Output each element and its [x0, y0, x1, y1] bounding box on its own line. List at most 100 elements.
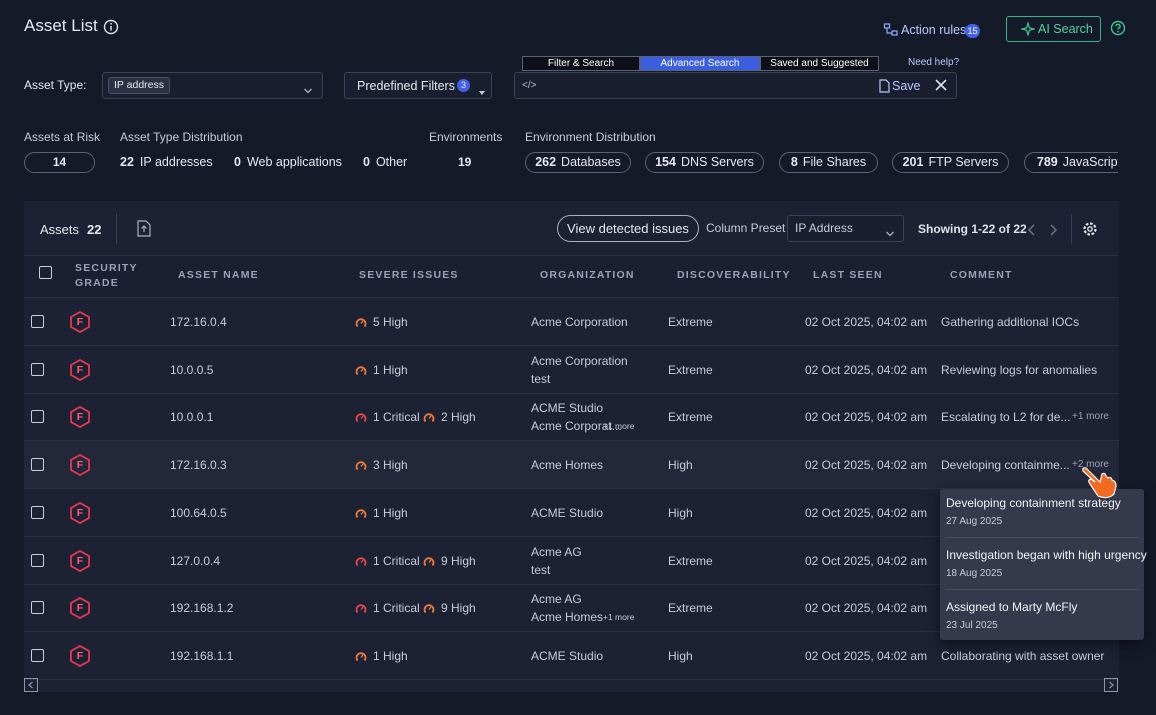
- issue-count: 1 High: [373, 362, 408, 378]
- type-item: 22IP addresses: [120, 154, 213, 170]
- save-icon: [878, 79, 890, 93]
- type-label: Other: [376, 155, 407, 169]
- environment-label: FTP Servers: [928, 155, 998, 169]
- info-icon[interactable]: [103, 19, 119, 35]
- environment-pill[interactable]: 154DNS Servers: [645, 152, 764, 173]
- asset-type-chip[interactable]: IP address: [108, 77, 170, 94]
- environment-pill[interactable]: 8File Shares: [779, 152, 878, 173]
- asset-name: 10.0.0.1: [170, 409, 213, 425]
- organization: Acme Homes: [531, 609, 603, 625]
- last-seen: 02 Oct 2025, 04:02 am: [805, 457, 927, 473]
- issue-count: 1 Critical: [373, 409, 420, 425]
- column-header[interactable]: SECURITY GRADE: [75, 261, 139, 291]
- organization: ACME Studio: [531, 648, 603, 664]
- issue-icon: [355, 507, 367, 519]
- organization: ACME Studio: [531, 505, 603, 521]
- environment-count: 201: [903, 155, 924, 169]
- tooltip-separator: [946, 537, 1138, 538]
- issue-icon: [355, 364, 367, 376]
- stats-fade: [1118, 148, 1156, 178]
- scroll-left[interactable]: [24, 678, 38, 692]
- column-header[interactable]: COMMENT: [950, 268, 1100, 283]
- organization: Acme AG: [531, 544, 582, 560]
- save-button: Save: [892, 78, 921, 94]
- asset-type-label: Asset Type:: [24, 77, 86, 93]
- column-header[interactable]: SEVERE ISSUES: [359, 268, 509, 283]
- issue-icon: [355, 316, 367, 328]
- row-checkbox[interactable]: [31, 601, 44, 614]
- asset-name: 10.0.0.5: [170, 362, 213, 378]
- tooltip-date: 18 Aug 2025: [946, 566, 1002, 582]
- grade-letter: F: [70, 505, 90, 521]
- issue-count: 1 High: [373, 648, 408, 664]
- showing-text: Showing 1-22 of 22: [918, 221, 1027, 237]
- issue-count: 2 High: [441, 409, 476, 425]
- organization: Acme AG: [531, 591, 582, 607]
- comment: Escalating to L2 for de...: [941, 409, 1070, 425]
- select-all-checkbox[interactable]: [39, 266, 52, 279]
- row-checkbox[interactable]: [31, 458, 44, 471]
- stat-label: Environments: [429, 129, 502, 145]
- row-checkbox[interactable]: [31, 315, 44, 328]
- grade-letter: F: [70, 314, 90, 330]
- tooltip-date: 23 Jul 2025: [946, 618, 998, 634]
- ai-search-label: AI Search: [1038, 21, 1093, 37]
- row-checkbox[interactable]: [31, 410, 44, 423]
- search-tab[interactable]: Filter & Search: [522, 56, 640, 71]
- discoverability: High: [668, 457, 693, 473]
- organization: Acme Corporation: [531, 353, 628, 369]
- issue-count: 1 Critical: [373, 553, 420, 569]
- tooltip-comment: Investigation began with high urgency: [946, 547, 1147, 563]
- search-tab[interactable]: Saved and Suggested: [760, 56, 879, 71]
- next-page[interactable]: [1048, 223, 1058, 235]
- row-checkbox[interactable]: [31, 554, 44, 567]
- row-checkbox[interactable]: [31, 506, 44, 519]
- environment-pill[interactable]: 262Databases: [525, 152, 631, 173]
- export-icon[interactable]: [137, 220, 151, 237]
- settings-icon[interactable]: [1082, 221, 1098, 237]
- stat-label: Assets at Risk: [24, 129, 100, 145]
- comment-more[interactable]: +1 more: [1072, 409, 1109, 425]
- last-seen: 02 Oct 2025, 04:02 am: [805, 362, 927, 378]
- organization: Acme Homes: [531, 457, 603, 473]
- column-header[interactable]: DISCOVERABILITY: [677, 268, 827, 283]
- discoverability: High: [668, 648, 693, 664]
- organization: Acme Corporation: [531, 314, 628, 330]
- row-checkbox[interactable]: [31, 649, 44, 662]
- discoverability: Extreme: [668, 314, 713, 330]
- column-preset-value: IP Address: [795, 220, 853, 236]
- environment-pill[interactable]: 201 FTP Servers: [892, 152, 1009, 173]
- issue-icon: [355, 602, 367, 614]
- issue-icon: [423, 555, 435, 567]
- help-icon[interactable]: [1110, 20, 1126, 36]
- column-header[interactable]: LAST SEEN: [813, 268, 963, 283]
- type-label: IP addresses: [140, 155, 213, 169]
- advanced-query-input[interactable]: [514, 72, 957, 99]
- issue-count: 9 High: [441, 553, 476, 569]
- dropdown-chevron: [885, 225, 895, 233]
- search-tab[interactable]: Advanced Search: [640, 56, 760, 71]
- tooltip-separator: [946, 589, 1138, 590]
- grade-letter: F: [70, 409, 90, 425]
- type-item: 0Web applications: [234, 154, 342, 170]
- column-preset-label: Column Preset: [706, 220, 785, 236]
- toolbar-divider: [1071, 214, 1072, 244]
- scroll-right[interactable]: [1104, 678, 1118, 692]
- discoverability: Extreme: [668, 600, 713, 616]
- prev-page[interactable]: [1027, 223, 1037, 235]
- tooltip-comment: Assigned to Marty McFly: [946, 599, 1077, 615]
- type-label: Web applications: [247, 155, 342, 169]
- organization: ACME Studio: [531, 400, 603, 416]
- column-header[interactable]: ORGANIZATION: [540, 268, 690, 283]
- grade-letter: F: [70, 553, 90, 569]
- organization-more: +1 more: [603, 609, 634, 625]
- clear-query-icon[interactable]: [934, 78, 948, 92]
- column-header[interactable]: ASSET NAME: [178, 268, 328, 283]
- grade-letter: F: [70, 457, 90, 473]
- view-issues-button[interactable]: View detected issues: [557, 215, 699, 242]
- last-seen: 02 Oct 2025, 04:02 am: [805, 648, 927, 664]
- row-checkbox[interactable]: [31, 363, 44, 376]
- issue-icon: [355, 650, 367, 662]
- stat-label: Environment Distribution: [525, 129, 656, 145]
